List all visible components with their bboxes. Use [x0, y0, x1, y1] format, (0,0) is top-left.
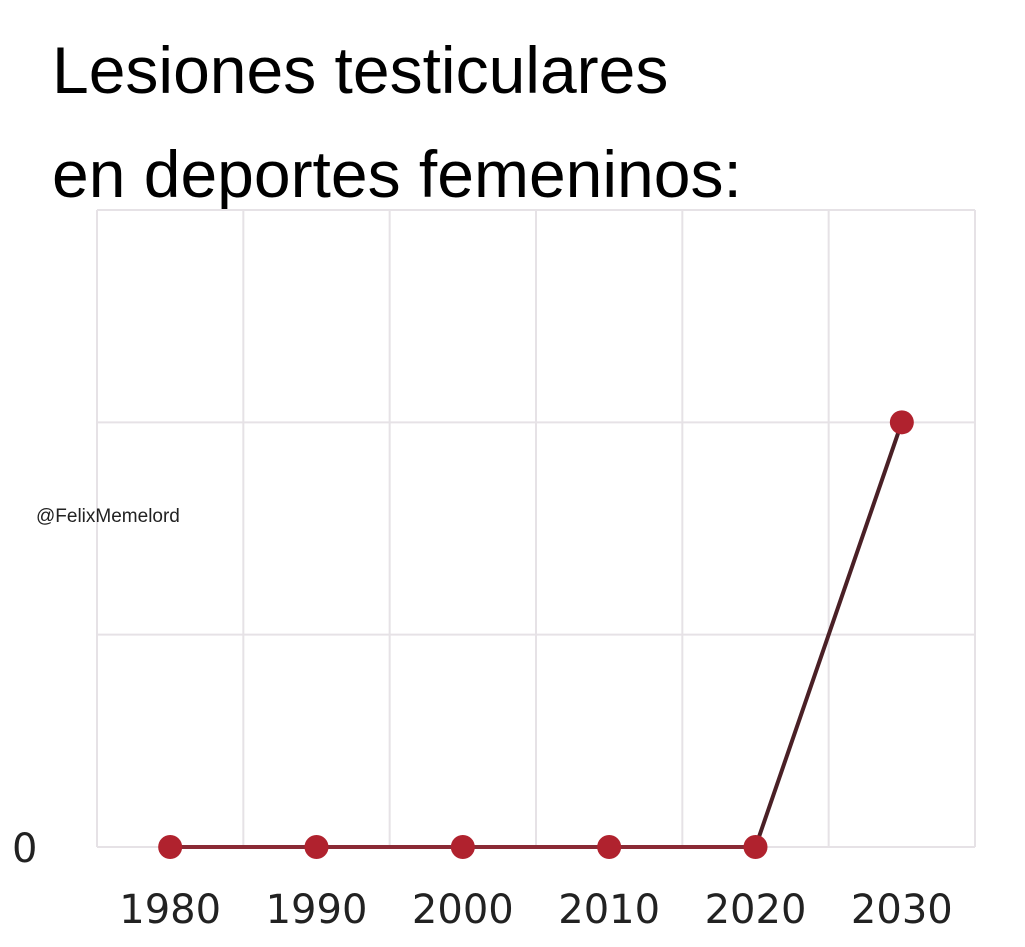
data-point-1980	[158, 835, 183, 859]
series-points	[158, 410, 914, 859]
chart-title: Lesiones testiculares en deportes femeni…	[52, 18, 742, 226]
data-point-2030	[889, 410, 914, 435]
x-tick-label-1990: 1990	[266, 887, 368, 933]
data-point-2020	[743, 835, 768, 859]
data-point-2010	[597, 835, 622, 859]
grid	[96, 209, 976, 848]
x-tick-label-1980: 1980	[119, 887, 221, 933]
y-tick-label-0: 0	[12, 826, 37, 872]
x-tick-labels: 1980 1990 2000 2010 2020 2030	[119, 887, 952, 933]
x-tick-label-2030: 2030	[851, 887, 953, 933]
watermark: @FelixMemelord	[36, 506, 180, 527]
data-point-1990	[304, 835, 329, 859]
title-line-2: en deportes femeninos:	[52, 137, 742, 211]
x-tick-label-2020: 2020	[705, 887, 807, 933]
title-line-1: Lesiones testiculares	[52, 33, 669, 107]
line-segment	[753, 421, 904, 848]
series-line	[170, 421, 904, 849]
x-tick-label-2000: 2000	[412, 887, 514, 933]
x-tick-label-2010: 2010	[558, 887, 660, 933]
data-point-2000	[450, 835, 475, 859]
